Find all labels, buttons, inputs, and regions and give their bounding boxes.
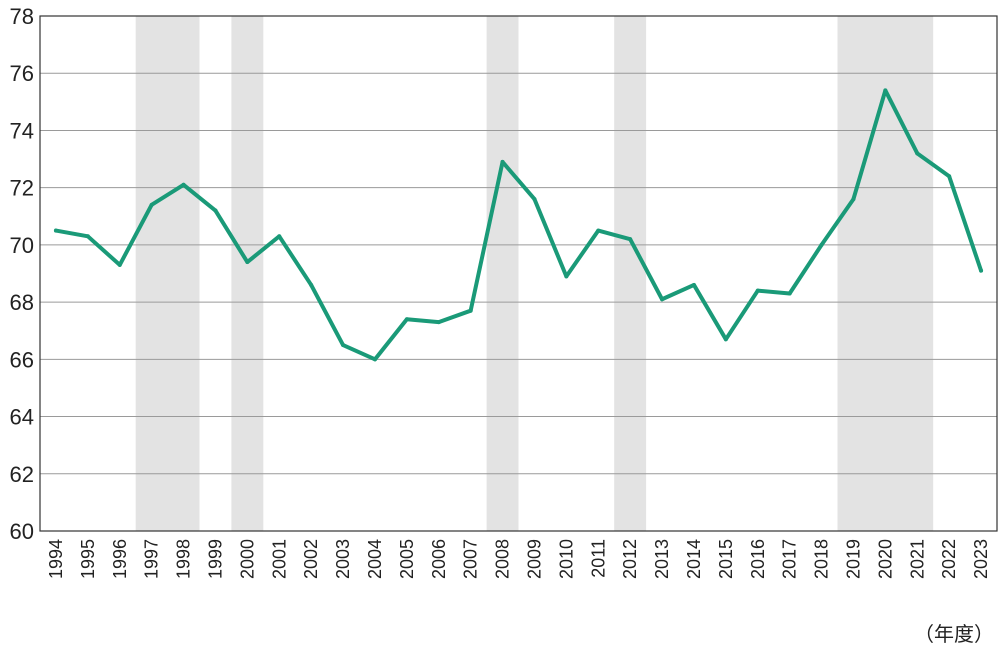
x-tick-label: 2000	[237, 539, 257, 579]
y-tick-label: 68	[10, 290, 34, 315]
data-point	[723, 337, 728, 342]
x-tick-label: 1998	[174, 539, 194, 579]
x-tick-label: 2001	[269, 539, 289, 579]
x-tick-label: 1995	[78, 539, 98, 579]
y-tick-label: 76	[10, 61, 34, 86]
shaded-period-5	[837, 16, 934, 531]
x-tick-label: 2015	[716, 539, 736, 579]
data-point	[755, 288, 760, 293]
shaded-periods	[135, 16, 934, 531]
shaded-period-3	[486, 16, 519, 531]
x-tick-label: 2021	[907, 539, 927, 579]
x-tick-label: 2018	[812, 539, 832, 579]
x-tick-label: 1997	[142, 539, 162, 579]
data-point	[883, 88, 888, 93]
y-tick-label: 78	[10, 4, 34, 29]
data-point	[245, 260, 250, 265]
data-point	[660, 297, 665, 302]
data-point	[436, 320, 441, 325]
x-tick-label: 2004	[365, 539, 385, 579]
data-point	[787, 291, 792, 296]
x-tick-label: 2003	[333, 539, 353, 579]
data-point	[341, 343, 346, 348]
series-lines	[53, 88, 984, 362]
x-tick-label: 2016	[748, 539, 768, 579]
shaded-period-2	[231, 16, 264, 531]
data-point	[213, 208, 218, 213]
data-point	[277, 234, 282, 239]
data-point	[53, 228, 58, 233]
x-tick-label: 2020	[875, 539, 895, 579]
y-tick-label: 66	[10, 347, 34, 372]
data-point	[181, 182, 186, 187]
x-tick-label: 2023	[971, 539, 991, 579]
data-point	[468, 308, 473, 313]
plot-frame	[39, 15, 998, 532]
x-axis-unit-label: （年度）	[914, 624, 994, 646]
y-tick-label: 70	[10, 233, 34, 258]
x-tick-label: 2010	[556, 539, 576, 579]
gridlines	[40, 72, 997, 475]
x-tick-label: 2013	[652, 539, 672, 579]
data-point	[564, 274, 569, 279]
y-tick-label: 72	[10, 176, 34, 201]
data-point	[149, 202, 154, 207]
x-tick-label: 2014	[684, 539, 704, 579]
data-point	[309, 282, 314, 287]
data-point	[532, 197, 537, 202]
series-points	[53, 88, 984, 362]
data-point	[915, 151, 920, 156]
data-point	[851, 197, 856, 202]
data-point	[691, 282, 696, 287]
x-tick-label: 2002	[301, 539, 321, 579]
data-point	[819, 242, 824, 247]
data-point	[628, 237, 633, 242]
x-tick-label: 2006	[429, 539, 449, 579]
data-point	[85, 234, 90, 239]
x-axis-ticks: 1994 1995 1996 1997 1998 1999 2000 2001 2002 2003…	[46, 539, 991, 579]
series-line-1	[53, 88, 984, 362]
x-tick-label: 2019	[843, 539, 863, 579]
shaded-period-1	[135, 16, 200, 531]
x-tick-label: 2017	[780, 539, 800, 579]
x-tick-label: 2005	[397, 539, 417, 579]
shaded-period-4	[614, 16, 647, 531]
x-tick-label: 1996	[110, 539, 130, 579]
x-tick-label: 2011	[588, 539, 608, 578]
x-tick-label: 1999	[205, 539, 225, 579]
x-tick-label: 2022	[939, 539, 959, 579]
data-point	[372, 357, 377, 362]
y-tick-label: 64	[10, 405, 34, 430]
data-point	[947, 174, 952, 179]
data-point	[979, 268, 984, 273]
y-axis-ticks: 60 62 64 66 68 70 72 74 76 78	[10, 4, 34, 544]
x-tick-label: 2009	[524, 539, 544, 579]
y-tick-label: 74	[10, 118, 34, 143]
data-point	[500, 159, 505, 164]
x-tick-label: 2008	[493, 539, 513, 579]
y-tick-label: 62	[10, 462, 34, 487]
x-tick-label: 2007	[461, 539, 481, 579]
data-point	[596, 228, 601, 233]
y-tick-label: 60	[10, 519, 34, 544]
data-point	[404, 317, 409, 322]
data-point	[117, 262, 122, 267]
x-tick-label: 2012	[620, 539, 640, 579]
x-tick-label: 1994	[46, 539, 66, 579]
